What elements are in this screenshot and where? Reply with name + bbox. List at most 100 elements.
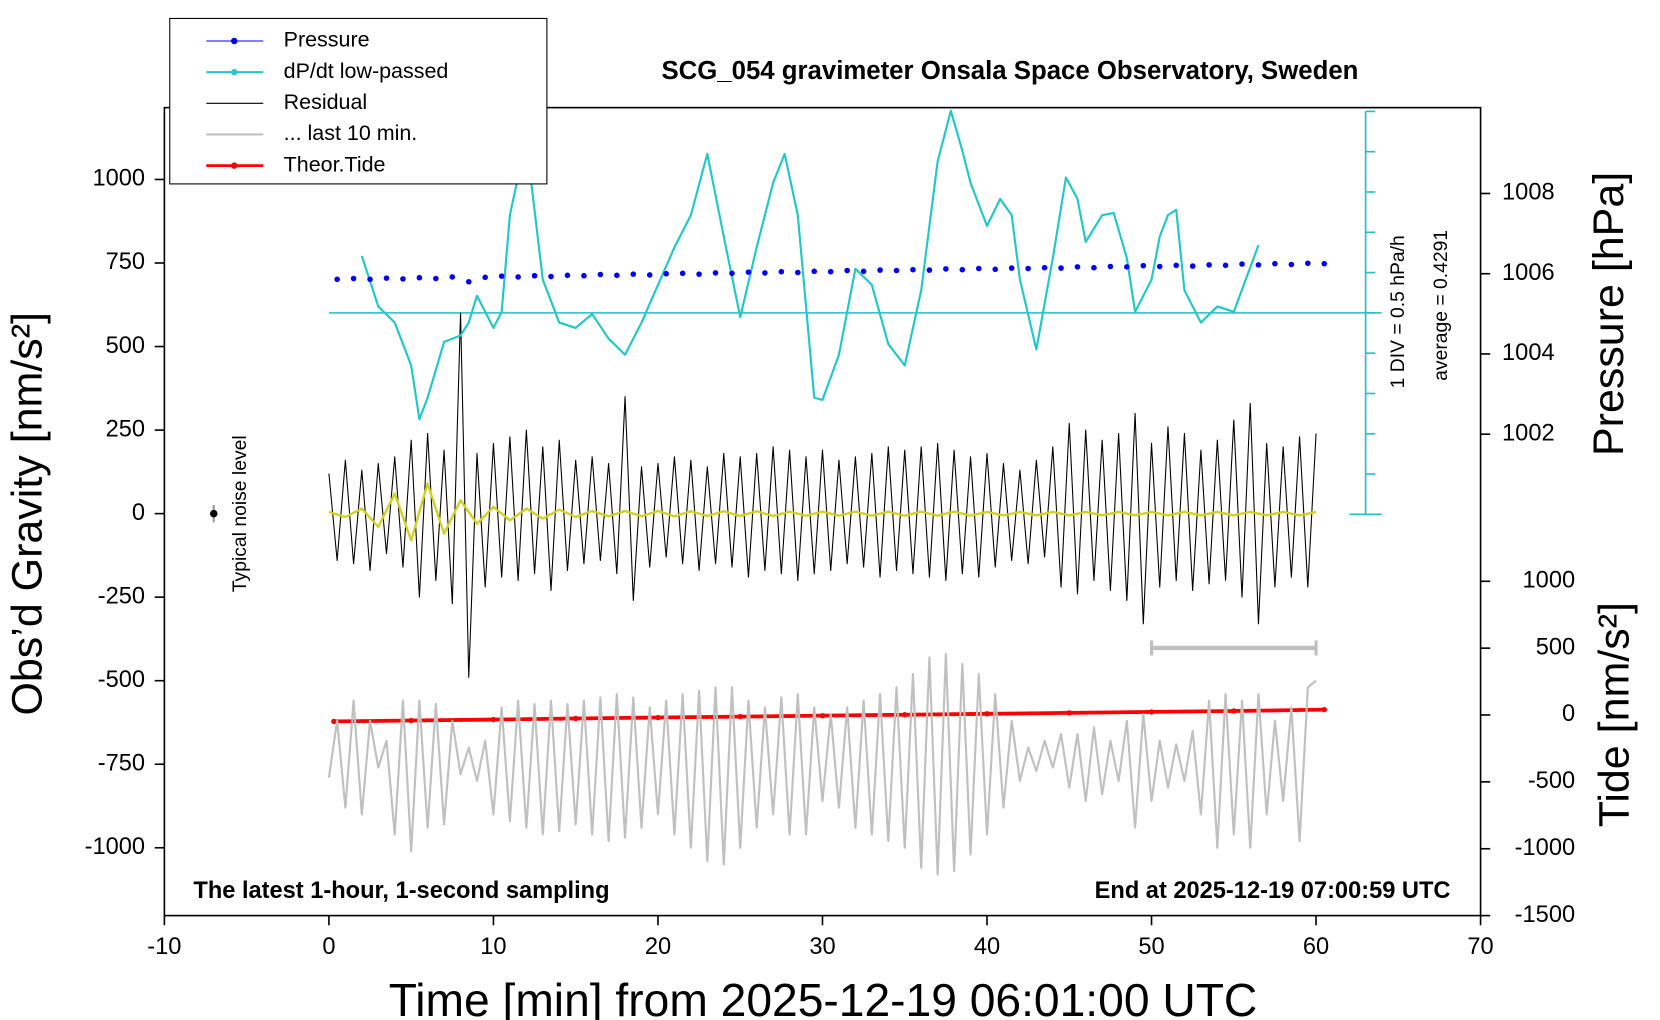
- series-point: [1173, 262, 1179, 269]
- series-point: [737, 713, 743, 720]
- y-tick-label: 500: [106, 333, 145, 359]
- y2-tick-label: 1006: [1502, 260, 1555, 286]
- series-point: [331, 718, 337, 725]
- series-point: [902, 712, 908, 718]
- y-tick-label: 1000: [92, 166, 145, 192]
- series-point: [1008, 265, 1015, 271]
- legend-label: Residual: [284, 90, 368, 114]
- series-point: [597, 271, 604, 278]
- series-point: [696, 271, 702, 277]
- series-point: [433, 275, 439, 282]
- series-point: [350, 275, 357, 282]
- series-point: [1305, 260, 1311, 267]
- y2-tick-label: 1002: [1502, 420, 1555, 446]
- series-point: [1074, 264, 1081, 270]
- series-point: [449, 274, 456, 280]
- y3-tick-label: -1500: [1515, 902, 1575, 928]
- y-tick-label: -750: [98, 750, 145, 776]
- y3-tick-label: 1000: [1523, 568, 1576, 594]
- series-point: [926, 267, 933, 273]
- marks: -10 0 10 20 30 40 50 60 70 -1000 -750 -500 -250 0 250 5…: [85, 109, 1576, 960]
- series-point: [1321, 706, 1327, 713]
- series-point: [910, 266, 916, 273]
- series-point: [1288, 261, 1295, 268]
- x-tick-label: 60: [1303, 934, 1329, 960]
- series-point: [614, 272, 620, 279]
- x-tick-label: 10: [480, 934, 506, 960]
- series-point: [762, 270, 768, 276]
- x-tick-label: 20: [645, 934, 671, 960]
- series-point: [1041, 264, 1048, 271]
- legend-marker: [231, 162, 238, 169]
- series-point: [383, 275, 390, 281]
- series-point: [416, 274, 423, 281]
- series-point: [959, 266, 966, 273]
- chart-title: SCG_054 gravimeter Onsala Space Observat…: [661, 57, 1358, 85]
- series-point: [992, 266, 999, 273]
- series-point: [1091, 264, 1097, 271]
- series-point: [367, 276, 373, 283]
- series-point: [663, 270, 669, 277]
- series-point: [1231, 708, 1237, 714]
- average-label: average = 0.4291: [1431, 230, 1452, 381]
- legend: Pressure dP/dt low-passed Residual ... last…: [169, 17, 548, 185]
- x-axis-label: Time [min] from 2025-12-19 06:01:00 UTC: [389, 974, 1258, 1020]
- y-tick-label: 0: [132, 500, 145, 526]
- series-point: [745, 269, 752, 275]
- series-point: [819, 712, 826, 719]
- series-point: [548, 273, 554, 280]
- series-line: [360, 109, 1260, 421]
- series-point: [1239, 261, 1245, 267]
- series-point: [655, 714, 661, 721]
- legend-label: ... last 10 min.: [284, 121, 418, 145]
- legend-label: dP/dt low-passed: [284, 59, 449, 83]
- series-point: [630, 271, 637, 277]
- series-point: [1124, 264, 1130, 270]
- series-point: [778, 268, 785, 275]
- series-point: [1066, 710, 1072, 716]
- y-tick-label: -250: [98, 583, 145, 609]
- series-point: [1156, 263, 1163, 270]
- series-line: [328, 312, 1317, 678]
- legend-box: [169, 17, 548, 185]
- y-tick-label: 250: [106, 416, 145, 442]
- series-point: [975, 265, 982, 272]
- y-axis-label: Obs’d Gravity [nm/s²]: [3, 312, 51, 716]
- series-point: [490, 716, 497, 723]
- series-point: [811, 268, 818, 275]
- legend-label: Pressure: [284, 28, 370, 52]
- y-tick-label: -1000: [85, 834, 145, 860]
- series-point: [984, 711, 990, 717]
- footer-left: The latest 1-hour, 1-second sampling: [193, 878, 609, 904]
- series-point: [1272, 260, 1278, 267]
- series-point: [1255, 262, 1262, 268]
- x-tick-label: 0: [322, 934, 335, 960]
- x-tick-label: 30: [809, 934, 835, 960]
- series-point: [408, 717, 414, 724]
- series-point: [465, 278, 472, 285]
- series-point: [498, 273, 505, 279]
- series-point: [827, 268, 834, 275]
- series-point: [943, 266, 949, 272]
- series-point: [515, 274, 521, 280]
- y3-axis-label: Tide [nm/s²]: [1590, 602, 1638, 827]
- series-point: [1222, 262, 1229, 269]
- series-point: [1321, 260, 1328, 267]
- y3-tick-label: -500: [1528, 768, 1575, 794]
- series-point: [795, 269, 801, 276]
- series-line: [328, 482, 1317, 542]
- series-point: [1206, 262, 1212, 268]
- series-point: [581, 272, 587, 279]
- series-point: [646, 272, 653, 278]
- series-point: [400, 276, 406, 282]
- legend-marker: [231, 37, 238, 45]
- y2-tick-label: 1008: [1502, 180, 1555, 206]
- series-point: [531, 272, 538, 279]
- y-tick-label: -500: [98, 667, 145, 693]
- series-point: [1025, 265, 1031, 272]
- y3-tick-label: -1000: [1515, 835, 1575, 861]
- y2-axis-label: Pressure [hPa]: [1585, 172, 1633, 456]
- series-point: [893, 267, 900, 274]
